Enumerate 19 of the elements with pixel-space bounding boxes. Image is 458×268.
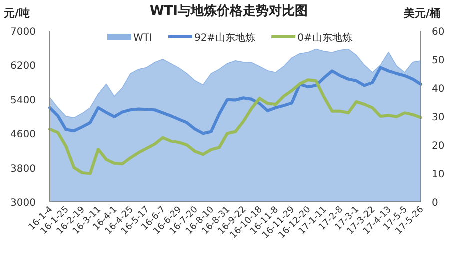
y-tick-label: 3000 (10, 198, 36, 209)
legend-label: WTI (134, 33, 152, 44)
legend-label: 92#山东地炼 (194, 32, 256, 44)
y-tick-label: 5400 (10, 95, 36, 106)
y-tick-label: 4600 (10, 130, 36, 141)
y2-tick-label: 50 (432, 56, 445, 66)
y2-tick-label: 40 (432, 84, 445, 95)
y2-tick-label: 0 (432, 198, 438, 209)
legend-label: 0#山东地炼 (298, 32, 352, 44)
y-tick-label: 7000 (10, 27, 36, 38)
chart-title: WTI与地炼价格走势对比图 (150, 3, 308, 19)
y2-tick-label: 30 (432, 112, 445, 124)
y-tick-label: 6200 (10, 61, 36, 72)
y2-tick-label: 10 (432, 170, 445, 180)
y2-axis-title: 美元/桶 (403, 7, 442, 20)
y-tick-label: 3800 (10, 164, 36, 175)
y-axis-title: 元/吨 (3, 7, 30, 20)
y2-tick-label: 20 (432, 141, 445, 152)
y2-tick-label: 60 (432, 27, 445, 38)
